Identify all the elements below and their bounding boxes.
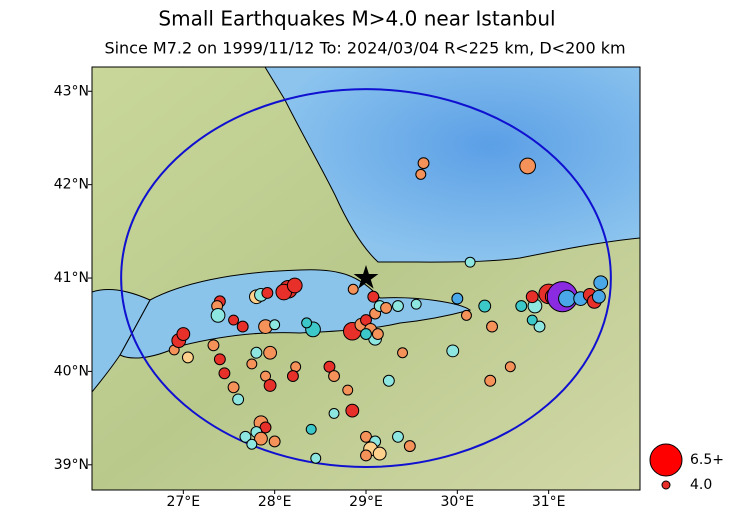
earthquake [451,292,464,305]
earthquake [417,157,430,170]
earthquake [525,290,539,304]
y-tick-label: 40°N [54,363,89,379]
earthquake [519,157,536,175]
earthquake [176,327,191,341]
earthquake [263,378,277,392]
legend-marker [649,443,683,477]
earthquake [342,384,354,396]
earthquake [246,358,258,370]
earthquake [484,374,497,387]
earthquake [250,346,263,359]
earthquake [526,314,538,326]
x-tick-label: 29°E [349,494,383,510]
earthquake [301,317,313,329]
earthquake [367,290,380,303]
black-sea [264,67,640,263]
x-tick-label: 31°E [532,494,566,510]
earthquake [592,289,606,304]
earthquake [372,446,387,461]
x-tick-label: 30°E [440,494,474,510]
legend-label: 6.5+ [690,452,724,468]
earthquake [207,339,220,352]
earthquake [446,344,460,358]
chart-title: Small Earthquakes M>4.0 near Istanbul [158,7,555,31]
y-tick-label: 41°N [54,270,89,286]
marmara-sea [119,269,472,359]
earthquake [218,367,231,380]
earthquake [392,300,404,312]
earthquake [286,277,303,294]
marks-layer [120,88,612,468]
earthquake [371,328,384,340]
earthquake [380,301,393,314]
earthquake [236,320,249,333]
earthquake [345,403,360,418]
radius-circle [120,88,612,468]
earthquake [504,361,516,373]
earthquake [360,328,372,340]
earthquake [533,320,546,333]
earthquake [403,440,416,453]
earthquake [181,351,194,364]
earthquake [360,430,372,443]
earthquake [410,298,422,310]
earthquake [397,347,408,359]
earthquake [392,430,404,443]
earthquake [478,299,492,313]
earthquake [461,309,472,321]
legend-marker [661,480,671,490]
earthquake [286,370,299,383]
epicenter-star [353,265,379,289]
earthquake [360,449,372,462]
earthquake [486,320,498,333]
earthquake [213,353,226,366]
y-tick-label: 42°N [54,177,89,193]
earthquake [593,275,609,291]
earthquake [259,421,272,434]
earthquake [415,168,427,180]
x-tick-label: 27°E [166,494,200,510]
earthquake [227,381,240,394]
basemap [92,67,640,490]
earthquake [323,360,336,373]
aegean-sea [92,289,151,393]
earthquake [328,370,340,383]
earthquake [268,435,281,448]
y-tick-label: 39°N [54,457,89,473]
legend-label: 4.0 [690,477,712,493]
earthquake [239,430,252,443]
earthquake [558,289,576,308]
earthquake [382,374,395,387]
y-tick-label: 43°N [54,83,89,99]
earthquake [310,452,322,464]
earthquake [232,393,245,406]
earthquake [263,345,278,360]
earthquake [246,438,258,450]
earthquake [305,423,317,435]
earthquake [328,407,340,419]
earthquake [515,300,528,312]
earthquake [261,287,274,299]
earthquake [269,319,281,331]
earthquake [464,256,476,268]
earthquake [228,314,240,326]
earthquake [210,308,226,323]
chart-subtitle: Since M7.2 on 1999/11/12 To: 2024/03/04 … [104,39,625,58]
x-tick-label: 28°E [258,494,292,510]
earthquake [347,283,359,295]
earthquake [254,431,268,446]
